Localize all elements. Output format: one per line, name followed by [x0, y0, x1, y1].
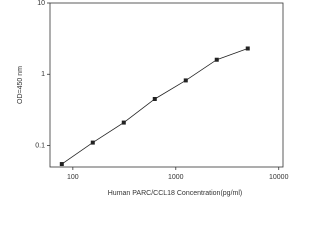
- y-tick-label: 10: [37, 0, 45, 7]
- point: [90, 140, 95, 145]
- point: [59, 162, 64, 167]
- x-tick-label: 1000: [168, 174, 184, 181]
- x-axis-label: Human PARC/CCL18 Concentration(pg/ml): [108, 190, 242, 197]
- point: [214, 57, 219, 62]
- y-tick-label: 1: [41, 71, 45, 78]
- point: [183, 78, 188, 83]
- x-tick-label: 100: [67, 174, 79, 181]
- point: [152, 96, 157, 101]
- chart: Human PARC/CCL18 Concentration(pg/ml) OD…: [17, 0, 289, 197]
- y-tick-label: 0.1: [35, 142, 45, 149]
- curve: [61, 48, 248, 165]
- x-tick-label: 10000: [269, 174, 289, 181]
- point: [245, 46, 250, 51]
- y-axis-label: OD=450 nm: [17, 66, 24, 104]
- plot-frame: [49, 2, 284, 168]
- point: [121, 120, 126, 125]
